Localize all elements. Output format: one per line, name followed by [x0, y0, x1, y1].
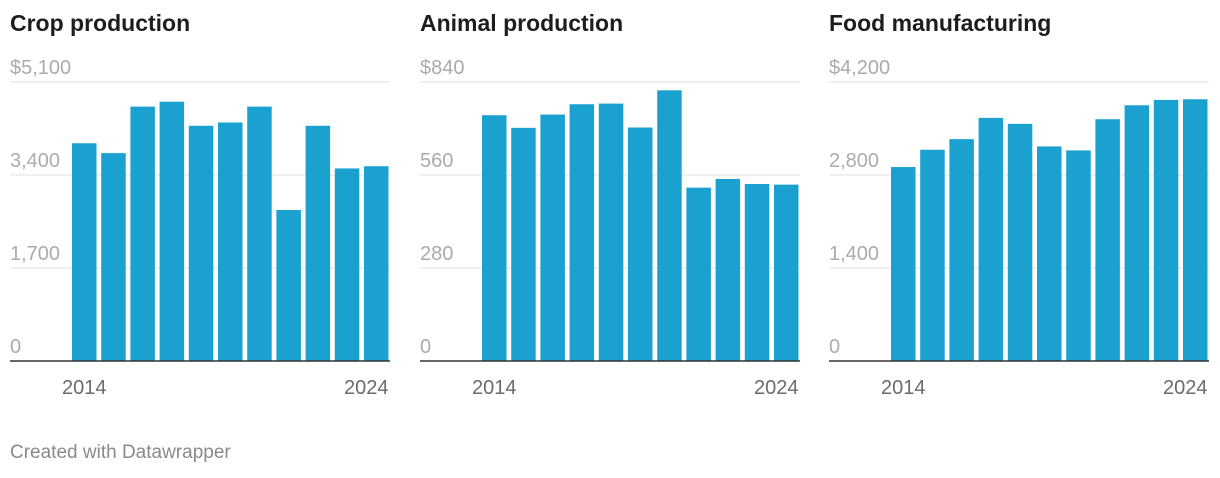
x-tick-label: 2024 [344, 377, 389, 399]
chart-panel-animal-production: 0 280 560 $840 2014 2024 Animal production [420, 0, 810, 420]
animal-production-chart: 0 280 560 $840 2014 2024 [420, 57, 800, 399]
bar-2021 [276, 210, 301, 361]
bar-2015 [920, 149, 945, 361]
bar-2016 [130, 106, 155, 361]
bar-2018 [1007, 123, 1033, 361]
y-tick-label: 280 [420, 243, 453, 265]
bar-2020 [1066, 150, 1091, 361]
bar-2016 [949, 139, 974, 361]
bar-2015 [511, 127, 536, 361]
bar-2019 [628, 127, 653, 361]
bar-2024 [364, 166, 389, 361]
y-tick-label: 0 [10, 336, 21, 358]
y-tick-label: $5,100 [10, 57, 71, 79]
bar-2014 [891, 167, 916, 361]
y-tick-label: 1,700 [10, 243, 60, 265]
x-tick-label: 2014 [62, 377, 107, 399]
bar-2018 [598, 103, 624, 361]
y-tick-label: 1,400 [829, 243, 879, 265]
chart-panel-food-manufacturing: 0 1,400 2,800 $4,200 2014 2024 Food manufactu… [829, 0, 1219, 420]
bar-2017 [978, 117, 1004, 361]
bar-2016 [540, 114, 565, 361]
bar-2019 [218, 122, 243, 361]
bar-2021 [686, 187, 711, 361]
bar-2015 [101, 153, 126, 361]
bar-2023 [744, 183, 770, 361]
bar-2019 [1037, 146, 1062, 361]
x-tick-label: 2024 [754, 377, 799, 399]
bar-2020 [247, 106, 272, 361]
bar-2023 [334, 168, 360, 361]
bar-2020 [657, 90, 682, 361]
bar-2023 [1153, 99, 1179, 361]
chart-title: Food manufacturing [829, 10, 1052, 36]
bar-2018 [188, 125, 214, 361]
crop-production-chart: 0 1,700 3,400 $5,100 2014 2024 [10, 57, 390, 399]
bar-2024 [1183, 99, 1208, 362]
datawrapper-credit: Created with Datawrapper [10, 442, 231, 463]
bar-2024 [774, 184, 799, 361]
chart-title: Animal production [420, 10, 624, 36]
y-tick-label: 0 [829, 336, 840, 358]
bar-2017 [569, 104, 595, 361]
chart-panel-crop-production: 0 1,700 3,400 $5,100 2014 2024 Crop productio… [10, 0, 400, 420]
y-tick-label: 0 [420, 336, 431, 358]
food-manufacturing-chart: 0 1,400 2,800 $4,200 2014 2024 [829, 57, 1209, 399]
bar-2022 [715, 178, 741, 361]
x-tick-label: 2014 [472, 377, 517, 399]
x-tick-label: 2024 [1163, 377, 1208, 399]
bar-2014 [72, 143, 97, 361]
bar-2014 [482, 115, 507, 361]
y-tick-label: $4,200 [829, 57, 890, 79]
bar-2022 [305, 125, 331, 361]
bar-2022 [1124, 105, 1150, 361]
bar-2021 [1095, 119, 1120, 361]
y-tick-label: $840 [420, 57, 465, 79]
y-tick-label: 560 [420, 150, 453, 172]
bar-2017 [159, 101, 185, 361]
y-tick-label: 3,400 [10, 150, 60, 172]
chart-title: Crop production [10, 10, 191, 36]
x-tick-label: 2014 [881, 377, 926, 399]
y-tick-label: 2,800 [829, 150, 879, 172]
